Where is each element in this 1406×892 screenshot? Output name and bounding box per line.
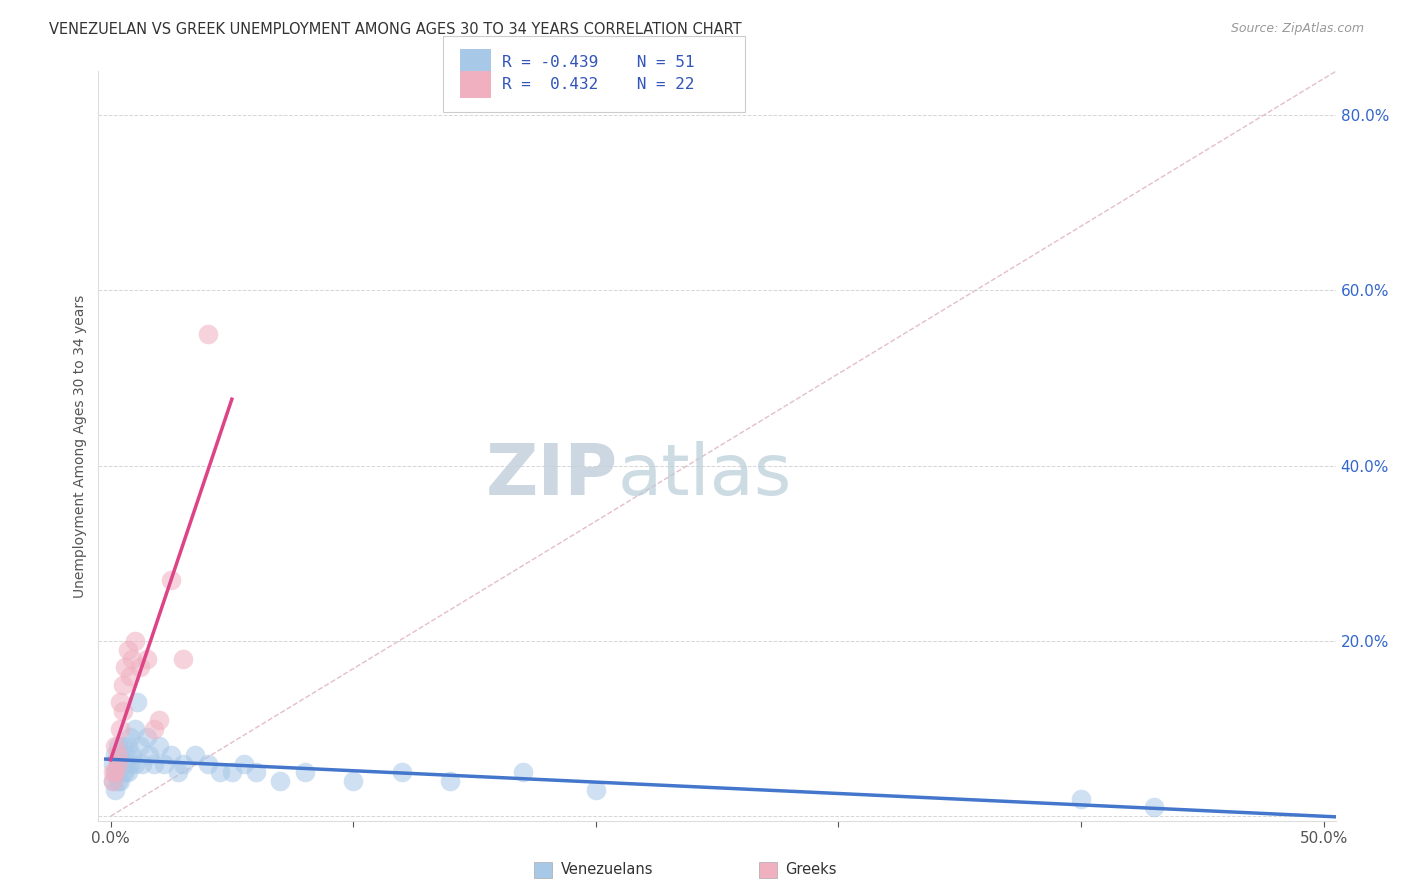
- Point: [143, 756, 166, 771]
- Point: [104, 765, 127, 780]
- Point: [124, 634, 146, 648]
- Point: [110, 747, 132, 762]
- Point: [184, 747, 207, 762]
- Point: [153, 756, 176, 771]
- Point: [136, 731, 159, 745]
- Point: [101, 756, 124, 771]
- Text: Venezuelans: Venezuelans: [561, 863, 652, 877]
- Point: [148, 739, 170, 753]
- Text: R = -0.439    N = 51: R = -0.439 N = 51: [502, 55, 695, 70]
- Point: [131, 756, 153, 771]
- Point: [114, 660, 136, 674]
- Point: [110, 695, 132, 709]
- Point: [117, 739, 139, 753]
- Point: [160, 573, 183, 587]
- Point: [111, 678, 134, 692]
- Point: [107, 765, 129, 780]
- Point: [245, 765, 267, 780]
- Point: [138, 747, 160, 762]
- Point: [172, 651, 194, 665]
- Point: [128, 739, 150, 753]
- Text: Greeks: Greeks: [786, 863, 837, 877]
- Point: [172, 756, 194, 771]
- Text: atlas: atlas: [619, 442, 793, 510]
- Point: [117, 765, 139, 780]
- Text: R =  0.432    N = 22: R = 0.432 N = 22: [502, 78, 695, 92]
- Point: [114, 765, 136, 780]
- Point: [114, 756, 136, 771]
- Point: [124, 722, 146, 736]
- Point: [118, 731, 141, 745]
- Point: [104, 739, 127, 753]
- Point: [111, 756, 134, 771]
- Point: [117, 642, 139, 657]
- Point: [197, 756, 219, 771]
- Point: [221, 765, 243, 780]
- Point: [111, 765, 134, 780]
- Point: [1070, 791, 1092, 805]
- Point: [101, 765, 124, 780]
- Point: [101, 774, 124, 789]
- Point: [107, 756, 129, 771]
- Point: [121, 651, 143, 665]
- Point: [342, 774, 364, 789]
- Point: [143, 722, 166, 736]
- Point: [136, 651, 159, 665]
- Point: [110, 756, 132, 771]
- Point: [439, 774, 461, 789]
- Text: VENEZUELAN VS GREEK UNEMPLOYMENT AMONG AGES 30 TO 34 YEARS CORRELATION CHART: VENEZUELAN VS GREEK UNEMPLOYMENT AMONG A…: [49, 22, 742, 37]
- Point: [585, 783, 607, 797]
- Point: [121, 747, 143, 762]
- Point: [128, 660, 150, 674]
- Point: [104, 783, 127, 797]
- Y-axis label: Unemployment Among Ages 30 to 34 years: Unemployment Among Ages 30 to 34 years: [73, 294, 87, 598]
- Point: [118, 669, 141, 683]
- Point: [111, 704, 134, 718]
- Point: [127, 695, 149, 709]
- Point: [269, 774, 291, 789]
- Text: Source: ZipAtlas.com: Source: ZipAtlas.com: [1230, 22, 1364, 36]
- Point: [110, 774, 132, 789]
- Point: [294, 765, 316, 780]
- Point: [107, 739, 129, 753]
- Point: [197, 327, 219, 342]
- Point: [512, 765, 534, 780]
- Point: [111, 739, 134, 753]
- Point: [118, 756, 141, 771]
- Text: ZIP: ZIP: [486, 442, 619, 510]
- Point: [208, 765, 231, 780]
- Point: [167, 765, 190, 780]
- Point: [233, 756, 256, 771]
- Point: [391, 765, 413, 780]
- Point: [124, 756, 146, 771]
- Point: [107, 756, 129, 771]
- Point: [104, 747, 127, 762]
- Point: [114, 747, 136, 762]
- Point: [110, 722, 132, 736]
- Point: [160, 747, 183, 762]
- Point: [101, 774, 124, 789]
- Point: [1143, 800, 1166, 814]
- Point: [104, 765, 127, 780]
- Point: [148, 713, 170, 727]
- Point: [107, 774, 129, 789]
- Point: [107, 747, 129, 762]
